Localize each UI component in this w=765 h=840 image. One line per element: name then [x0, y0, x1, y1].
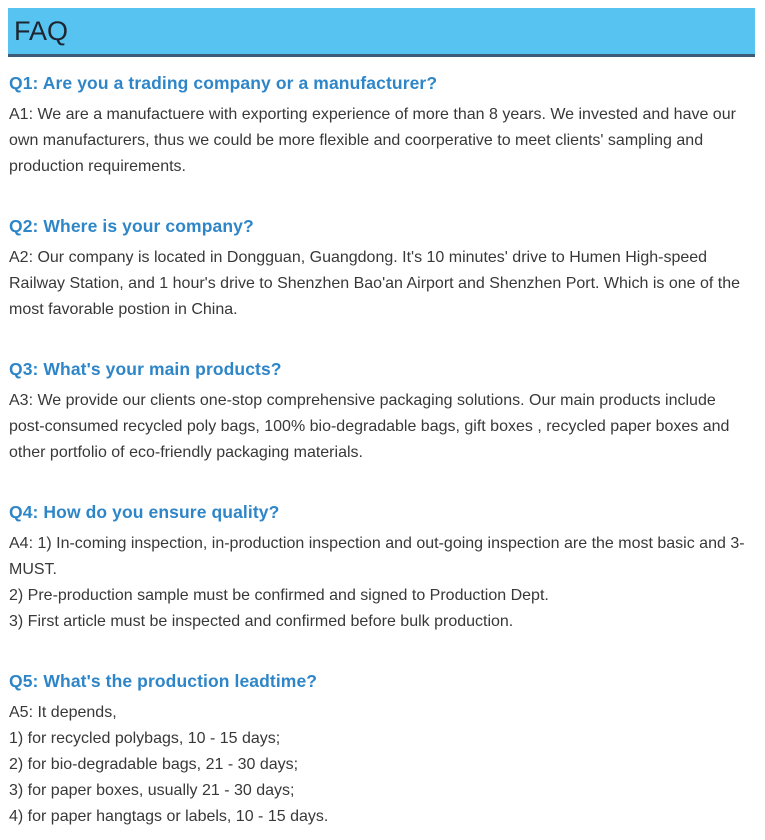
page-title: FAQ [14, 15, 69, 46]
faq-section-q3: Q3: What's your main products? A3: We pr… [9, 359, 751, 466]
faq-answer-line: A1: We are a manufactuere with exporting… [9, 106, 736, 175]
faq-question: Q4: How do you ensure quality? [9, 502, 280, 522]
faq-answer-line: 2) Pre-production sample must be confirm… [9, 587, 549, 604]
faq-answer-line: 4) for paper hangtags or labels, 10 - 15… [9, 808, 329, 825]
faq-answer: A2: Our company is located in Dongguan, … [9, 245, 751, 323]
faq-question: Q3: What's your main products? [9, 359, 282, 379]
faq-answer-line: A5: It depends, [9, 704, 117, 721]
faq-question: Q5: What's the production leadtime? [9, 671, 318, 691]
faq-answer: A1: We are a manufactuere with exporting… [9, 102, 751, 180]
faq-section-q4: Q4: How do you ensure quality? A4: 1) In… [9, 502, 751, 635]
faq-answer: A3: We provide our clients one-stop comp… [9, 388, 751, 466]
faq-answer-line: 3) First article must be inspected and c… [9, 613, 514, 630]
faq-section-q2: Q2: Where is your company? A2: Our compa… [9, 216, 751, 323]
faq-section-q5: Q5: What's the production leadtime? A5: … [9, 671, 751, 830]
faq-question: Q1: Are you a trading company or a manuf… [9, 73, 438, 93]
faq-answer-line: A3: We provide our clients one-stop comp… [9, 392, 730, 461]
faq-answer-line: A4: 1) In-coming inspection, in-producti… [9, 535, 745, 578]
faq-question: Q2: Where is your company? [9, 216, 254, 236]
faq-answer: A4: 1) In-coming inspection, in-producti… [9, 531, 751, 635]
faq-header-bar: FAQ [8, 8, 755, 57]
faq-answer-line: 2) for bio-degradable bags, 21 - 30 days… [9, 756, 299, 773]
faq-answer-line: 3) for paper boxes, usually 21 - 30 days… [9, 782, 295, 799]
faq-content: Q1: Are you a trading company or a manuf… [8, 73, 755, 830]
faq-section-q1: Q1: Are you a trading company or a manuf… [9, 73, 751, 180]
faq-answer-line: A2: Our company is located in Dongguan, … [9, 249, 740, 318]
faq-answer-line: 1) for recycled polybags, 10 - 15 days; [9, 730, 281, 747]
faq-answer: A5: It depends, 1) for recycled polybags… [9, 700, 751, 830]
